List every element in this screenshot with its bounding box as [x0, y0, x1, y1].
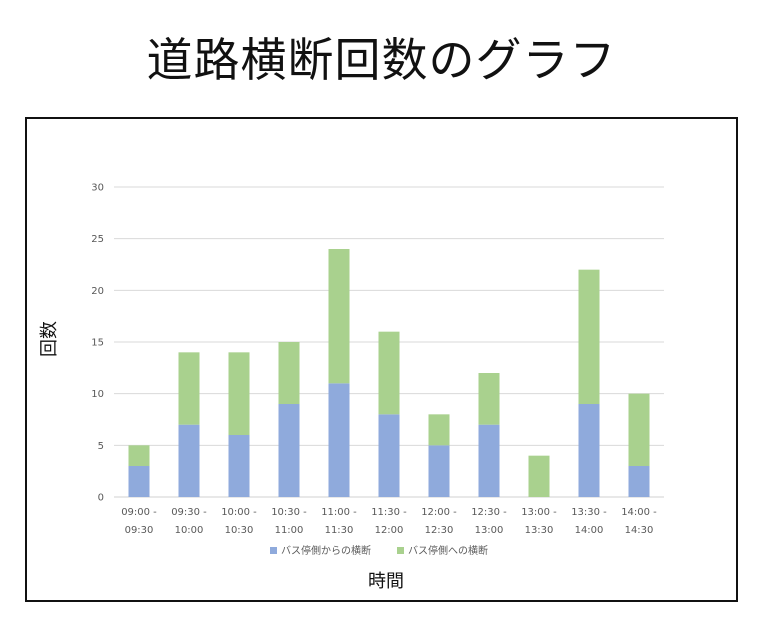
legend-label: バス停側からの横断 — [281, 544, 371, 557]
x-tick-label: 14:00 — [575, 525, 604, 536]
x-axis-ticks: 09:00 - 09:30 09:30 - 10:00 10:00 - 10:30 10:3… — [121, 507, 657, 536]
x-tick-label: 10:30 - — [271, 507, 307, 518]
bar-segment-to-bus-stop — [128, 445, 150, 466]
bar-segment-from-bus-stop — [428, 445, 450, 497]
x-tick-label: 12:00 - — [421, 507, 457, 518]
x-tick-label: 11:30 — [325, 525, 354, 536]
bar-segment-to-bus-stop — [628, 393, 650, 466]
bar-segment-to-bus-stop — [328, 249, 350, 384]
x-tick-label: 14:00 - — [621, 507, 657, 518]
chart-frame: 0 5 10 15 20 25 30 09:00 - 09:30 09:30 - 10:00 10:… — [25, 117, 738, 602]
x-tick-label: 11:00 - — [321, 507, 357, 518]
legend: バス停側からの横断 バス停側への横断 — [270, 544, 488, 557]
x-tick-label: 09:00 - — [121, 507, 157, 518]
bar-segment-to-bus-stop — [378, 331, 400, 415]
bar-segment-to-bus-stop — [478, 373, 500, 425]
y-tick-label: 15 — [91, 338, 104, 349]
bar-segment-to-bus-stop — [578, 269, 600, 404]
x-tick-label: 10:00 - — [221, 507, 257, 518]
bar-segment-to-bus-stop — [528, 455, 550, 497]
bar-segment-to-bus-stop — [228, 352, 250, 435]
bars — [128, 249, 650, 497]
x-axis-title: 時間 — [368, 571, 404, 592]
bar-segment-to-bus-stop — [178, 352, 200, 425]
bar-segment-from-bus-stop — [278, 404, 300, 497]
bar-segment-from-bus-stop — [328, 383, 350, 497]
stacked-bar-chart: 0 5 10 15 20 25 30 09:00 - 09:30 09:30 - 10:00 10:… — [39, 183, 664, 592]
y-axis-title: 回数 — [39, 321, 60, 357]
bar-segment-to-bus-stop — [278, 342, 300, 404]
page-title: 道路横断回数のグラフ — [146, 33, 617, 87]
y-tick-label: 5 — [98, 441, 104, 452]
x-tick-label: 11:30 - — [371, 507, 407, 518]
x-tick-label: 09:30 - — [171, 507, 207, 518]
x-tick-label: 09:30 — [125, 525, 154, 536]
bar-segment-from-bus-stop — [128, 466, 150, 497]
gridlines — [114, 186, 664, 498]
x-tick-label: 11:00 — [275, 525, 304, 536]
bar-segment-from-bus-stop — [178, 424, 200, 497]
y-tick-label: 20 — [91, 286, 104, 297]
x-tick-label: 12:30 — [425, 525, 454, 536]
bar-segment-from-bus-stop — [628, 466, 650, 497]
bar-segment-from-bus-stop — [578, 404, 600, 497]
y-tick-label: 0 — [98, 493, 104, 504]
legend-swatch — [270, 547, 277, 554]
x-tick-label: 12:30 - — [471, 507, 507, 518]
bar-segment-from-bus-stop — [378, 414, 400, 497]
bar-segment-to-bus-stop — [428, 414, 450, 446]
x-tick-label: 10:00 — [175, 525, 204, 536]
x-tick-label: 14:30 — [625, 525, 654, 536]
x-tick-label: 13:00 - — [521, 507, 557, 518]
bar-segment-from-bus-stop — [228, 435, 250, 497]
x-tick-label: 10:30 — [225, 525, 254, 536]
y-tick-label: 30 — [91, 183, 104, 194]
y-axis-ticks: 0 5 10 15 20 25 30 — [91, 183, 104, 504]
legend-label: バス停側への横断 — [408, 544, 488, 557]
y-tick-label: 25 — [91, 234, 104, 245]
x-tick-label: 13:30 — [525, 525, 554, 536]
legend-swatch — [397, 547, 404, 554]
x-tick-label: 13:30 - — [571, 507, 607, 518]
x-tick-label: 12:00 — [375, 525, 404, 536]
y-tick-label: 10 — [91, 389, 104, 400]
bar-segment-from-bus-stop — [478, 424, 500, 497]
x-tick-label: 13:00 — [475, 525, 504, 536]
